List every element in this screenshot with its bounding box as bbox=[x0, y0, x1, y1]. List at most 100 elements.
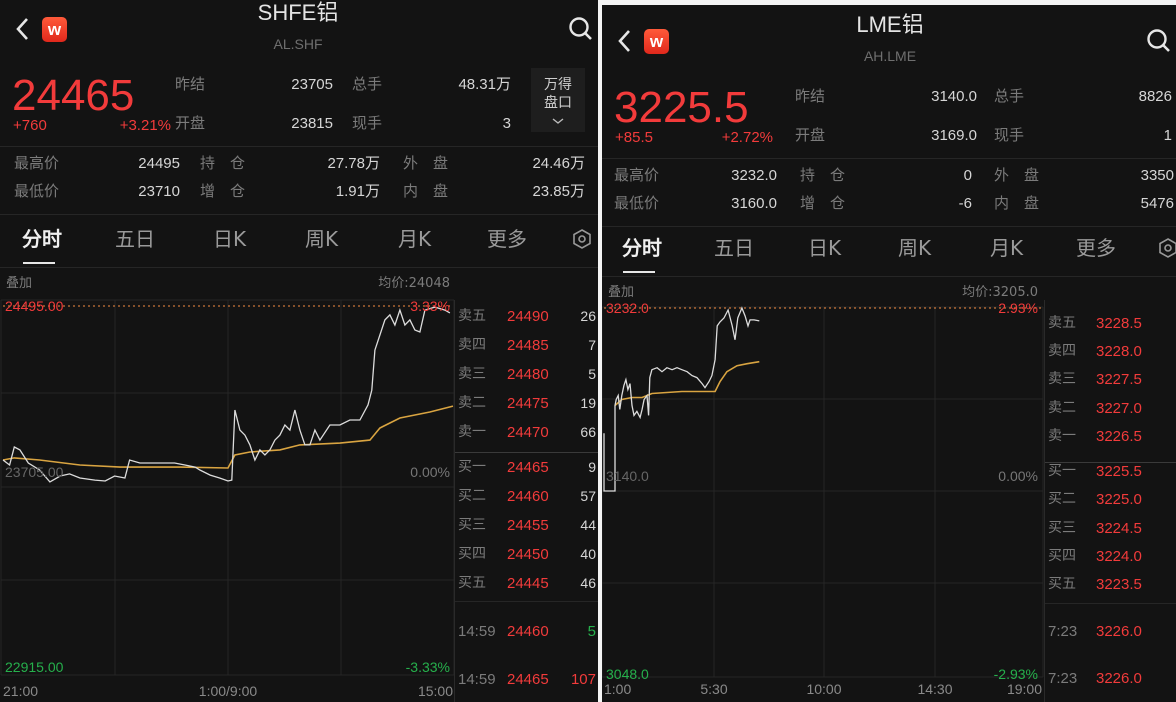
wind-button-label: 万得盘口 bbox=[544, 77, 572, 111]
bid-label: 买五 bbox=[458, 575, 486, 591]
tab-5[interactable]: 更多 bbox=[487, 227, 527, 251]
ask-price: 3228.0 bbox=[1096, 343, 1142, 360]
ask-volume: 19 bbox=[580, 395, 596, 411]
back-button[interactable] bbox=[616, 28, 634, 54]
divider bbox=[602, 276, 1176, 277]
ask-price: 24485 bbox=[507, 337, 549, 354]
wind-logo: w bbox=[42, 17, 67, 42]
ask-volume: 5 bbox=[588, 366, 596, 382]
bid-label: 买二 bbox=[458, 488, 486, 504]
divider bbox=[602, 158, 1176, 159]
stat-label: 持 仓 bbox=[200, 154, 246, 172]
stat-value: -6 bbox=[958, 195, 972, 212]
bid-price: 3223.5 bbox=[1096, 576, 1142, 593]
stat-label: 总手 bbox=[352, 75, 383, 93]
stat-label: 总手 bbox=[994, 87, 1025, 105]
lme-panel: w LME铝 AH.LME 3225.5 +85.5 +2.72% 昨结 3140.0 总手 88… bbox=[602, 0, 1176, 702]
price-line bbox=[603, 306, 760, 492]
ask-volume: 7 bbox=[588, 337, 596, 353]
avg-price-line bbox=[614, 360, 760, 407]
bid-volume: 57 bbox=[580, 488, 596, 504]
instrument-code: AH.LME bbox=[863, 48, 917, 64]
y-min-label: 22915.00 bbox=[5, 659, 64, 675]
chart-settings-button[interactable] bbox=[572, 229, 592, 252]
stat-label: 外 盘 bbox=[994, 166, 1040, 184]
ask-label: 卖三 bbox=[458, 366, 486, 382]
tick-volume: 5 bbox=[587, 623, 596, 640]
tab-5[interactable]: 更多 bbox=[1076, 236, 1116, 260]
ask-price: 3228.5 bbox=[1096, 315, 1142, 332]
tab-4[interactable]: 月K bbox=[398, 227, 432, 251]
ask-label: 卖五 bbox=[1048, 315, 1076, 331]
price-change-pct: +3.21% bbox=[119, 117, 171, 134]
tab-4[interactable]: 月K bbox=[990, 236, 1024, 260]
bid-price: 3224.5 bbox=[1096, 520, 1142, 537]
tab-0[interactable]: 分时 bbox=[22, 227, 62, 251]
stat-value: 5476 bbox=[1140, 195, 1174, 212]
ask-price: 24470 bbox=[507, 424, 549, 441]
stat-label: 昨结 bbox=[175, 75, 206, 93]
stat-value: 3160.0 bbox=[731, 195, 777, 212]
tick-time: 7:23 bbox=[1048, 623, 1078, 640]
x-tick-label: 19:00 bbox=[1006, 681, 1042, 697]
y-max-label: 3232.0 bbox=[606, 300, 649, 316]
chevron-left-icon bbox=[618, 30, 630, 52]
avg-price-line bbox=[2, 405, 454, 469]
stat-value: 0 bbox=[963, 167, 972, 184]
stat-value: 3140.0 bbox=[931, 88, 977, 105]
price-change: +85.5 bbox=[615, 129, 653, 146]
stat-value: 1.91万 bbox=[335, 183, 380, 200]
ask-label: 卖三 bbox=[1048, 371, 1076, 387]
search-button[interactable] bbox=[568, 16, 594, 45]
tab-3[interactable]: 周K bbox=[305, 227, 339, 251]
tab-1[interactable]: 五日 bbox=[714, 236, 754, 260]
back-button[interactable] bbox=[14, 16, 32, 42]
ask-label: 卖二 bbox=[458, 395, 486, 411]
tab-1[interactable]: 五日 bbox=[115, 227, 155, 251]
avg-price-label: 均价:3205.0 bbox=[962, 285, 1038, 300]
bid-price: 24465 bbox=[507, 459, 549, 476]
search-button[interactable] bbox=[1146, 28, 1172, 57]
stat-value: 3 bbox=[502, 115, 511, 132]
divider bbox=[602, 226, 1176, 227]
tab-2[interactable]: 日K bbox=[213, 227, 247, 251]
tab-3[interactable]: 周K bbox=[898, 236, 932, 260]
tick-time: 14:59 bbox=[458, 671, 496, 688]
tab-0[interactable]: 分时 bbox=[622, 236, 662, 260]
tick-price: 3226.0 bbox=[1096, 670, 1142, 687]
pct-max-label: 3.33% bbox=[410, 298, 450, 314]
ask-price: 24475 bbox=[507, 395, 549, 412]
tick-time: 7:23 bbox=[1048, 670, 1078, 687]
price-line bbox=[2, 306, 451, 483]
stat-label: 内 盘 bbox=[403, 182, 449, 200]
bid-label: 买五 bbox=[1048, 576, 1076, 592]
y-mid-label: 3140.0 bbox=[606, 468, 649, 484]
pct-max-label: 2.93% bbox=[998, 300, 1038, 316]
stat-label: 开盘 bbox=[795, 126, 826, 144]
stat-value: 24.46万 bbox=[532, 155, 585, 172]
bid-price: 3225.0 bbox=[1096, 491, 1142, 508]
chart-settings-button[interactable] bbox=[1158, 238, 1176, 261]
ask-label: 卖二 bbox=[1048, 400, 1076, 416]
stat-label: 最高价 bbox=[614, 166, 660, 184]
tab-2[interactable]: 日K bbox=[808, 236, 842, 260]
price-change: +760 bbox=[13, 117, 47, 134]
overlay-button[interactable]: 叠加 bbox=[608, 285, 635, 300]
overlay-button[interactable]: 叠加 bbox=[6, 276, 33, 291]
stat-label: 增 仓 bbox=[800, 194, 846, 212]
pct-min-label: -3.33% bbox=[405, 659, 450, 675]
stat-label: 外 盘 bbox=[403, 154, 449, 172]
instrument-title: LME铝 bbox=[856, 12, 924, 37]
tick-price: 3226.0 bbox=[1096, 623, 1142, 640]
stat-value: 1 bbox=[1163, 127, 1172, 144]
settings-icon bbox=[1159, 238, 1176, 258]
stat-label: 最高价 bbox=[14, 154, 60, 172]
settings-icon bbox=[573, 229, 591, 249]
stat-label: 最低价 bbox=[614, 194, 660, 212]
stat-value: 27.78万 bbox=[327, 155, 380, 172]
wind-orderbook-button[interactable]: 万得盘口 bbox=[531, 68, 585, 132]
ask-volume: 26 bbox=[580, 308, 596, 324]
bid-price: 3225.5 bbox=[1096, 463, 1142, 480]
shfe-panel: w SHFE铝 AL.SHF 24465 +760 +3.21% 昨结 23705 总手 48.3… bbox=[0, 0, 598, 702]
last-price: 24465 bbox=[12, 71, 135, 120]
